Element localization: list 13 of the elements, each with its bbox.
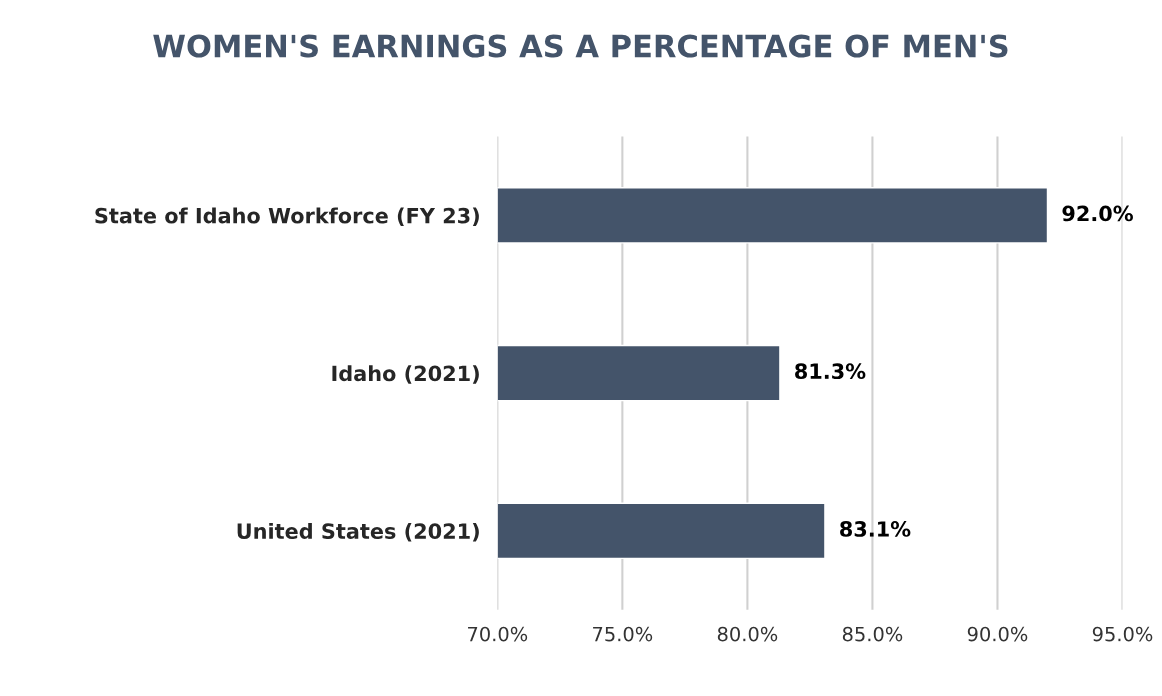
x-tick-label: 90.0% (967, 626, 1028, 642)
x-tick-label: 70.0% (468, 626, 528, 642)
data-label: 83.1% (840, 521, 911, 537)
x-tick-label: 85.0% (842, 626, 903, 642)
y-tick-label: United States (2021) (237, 522, 479, 542)
y-tick-label: Idaho (2021) (332, 365, 479, 384)
data-label: 81.3% (795, 363, 866, 380)
x-tick-label: 80.0% (717, 626, 778, 642)
x-tick-label: 75.0% (593, 626, 653, 642)
data-label: 92.0% (1062, 205, 1133, 222)
x-tick-label: 95.0% (1092, 626, 1153, 642)
y-tick-label: State of Idaho Workforce (FY 23) (95, 207, 479, 226)
chart-title: WOMEN'S EARNINGS AS A PERCENTAGE OF MEN'S (153, 34, 1008, 58)
